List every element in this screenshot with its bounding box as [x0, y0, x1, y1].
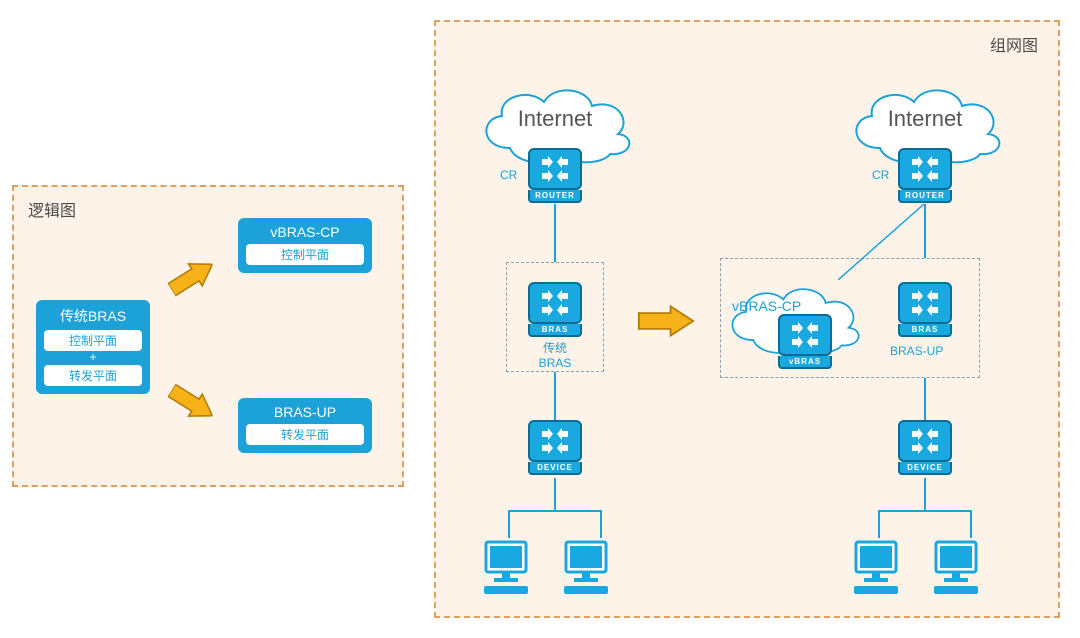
left-panel-title: 逻辑图 [28, 197, 76, 221]
line-l1 [554, 204, 556, 262]
cr-label-left: CR [500, 168, 517, 182]
cloud-right-label: Internet [840, 106, 1010, 132]
line-r3 [924, 478, 926, 510]
router-right: ROUTER [898, 148, 952, 203]
target-bottom-card: BRAS-UP 转发平面 [238, 398, 372, 453]
cloud-left-label: Internet [470, 106, 640, 132]
pc-r2 [930, 538, 988, 596]
line-r5 [878, 510, 880, 538]
target-bottom-row: 转发平面 [246, 424, 364, 445]
bras-left-ext: 传统BRAS [528, 339, 582, 370]
line-r6 [970, 510, 972, 538]
line-l4 [508, 510, 602, 512]
bras-left: BRAS 传统BRAS [528, 282, 582, 370]
target-top-card: vBRAS-CP 控制平面 [238, 218, 372, 273]
source-sep: + [44, 353, 142, 361]
router-left-lbl: ROUTER [528, 190, 582, 203]
router-left: ROUTER [528, 148, 582, 203]
bras-right-ext: BRAS-UP [890, 344, 943, 358]
arrow-center [636, 304, 696, 338]
pc-r1 [850, 538, 908, 596]
source-card: 传统BRAS 控制平面 + 转发平面 [36, 300, 150, 394]
line-r4 [878, 510, 972, 512]
device-left-lbl: DEVICE [528, 462, 582, 475]
line-r2 [924, 378, 926, 420]
bras-right: BRAS [898, 282, 952, 337]
bras-left-lbl: BRAS [528, 324, 582, 337]
device-right-lbl: DEVICE [898, 462, 952, 475]
line-l2 [554, 372, 556, 420]
line-l6 [600, 510, 602, 538]
line-diag [838, 200, 926, 280]
pc-l2 [560, 538, 618, 596]
line-l3 [554, 478, 556, 510]
source-card-title: 传统BRAS [44, 306, 142, 326]
cr-label-right: CR [872, 168, 889, 182]
vbras-lbl: vBRAS [778, 356, 832, 369]
target-bottom-title: BRAS-UP [246, 404, 364, 420]
target-top-title: vBRAS-CP [246, 224, 364, 240]
device-left: DEVICE [528, 420, 582, 475]
target-top-row: 控制平面 [246, 244, 364, 265]
vbras-icon: vBRAS [778, 314, 832, 369]
source-row-0: 控制平面 [44, 330, 142, 351]
pc-l1 [480, 538, 538, 596]
source-row-1: 转发平面 [44, 365, 142, 386]
right-panel-title: 组网图 [990, 32, 1038, 56]
device-right: DEVICE [898, 420, 952, 475]
line-l5 [508, 510, 510, 538]
bras-right-lbl: BRAS [898, 324, 952, 337]
